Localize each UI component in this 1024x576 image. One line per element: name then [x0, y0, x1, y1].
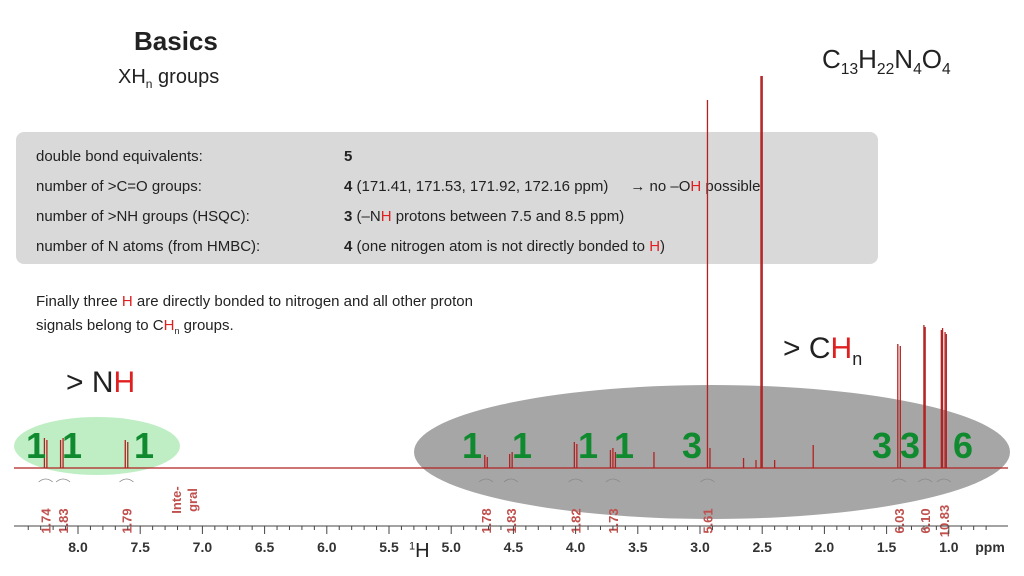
proton-count: 1 [512, 425, 533, 466]
axis-tick-label: 5.0 [441, 539, 461, 555]
axis-tick-label: 2.5 [752, 539, 772, 555]
page-title: Basics [134, 26, 218, 56]
integral-bracket [891, 478, 907, 483]
integral-value: 1.83 [56, 508, 71, 533]
proton-count: 3 [872, 425, 893, 466]
integral-value: 6.03 [892, 508, 907, 533]
axis-tick-label: 6.0 [317, 539, 337, 555]
integral-bracket [700, 478, 715, 483]
integral-value: 1.82 [569, 508, 584, 533]
integral-value: 1.79 [120, 508, 135, 533]
integral-value: 1.74 [39, 508, 54, 534]
proton-count: 1 [462, 425, 483, 466]
spectrum-trace [14, 76, 1008, 469]
axis-tick-label: 1.5 [877, 539, 897, 555]
integral-header-2: gral [185, 488, 200, 512]
axis-unit: ppm [975, 539, 1005, 555]
proton-count: 1 [614, 425, 635, 466]
integral-value: 6.10 [918, 508, 933, 533]
integral-bracket [605, 478, 621, 483]
axis-tick-label: 5.5 [379, 539, 399, 555]
proton-count: 6 [953, 425, 974, 466]
integral-value: 1.73 [606, 508, 621, 533]
proton-count: 1 [134, 425, 155, 466]
integral-bracket [119, 478, 134, 483]
molecular-formula: C13H22N4O4 [822, 44, 951, 79]
info-box: double bond equivalents: 5 number of >C=… [16, 132, 878, 264]
info-row-dbe: double bond equivalents: 5 [36, 148, 353, 165]
axis-tick-label: 1.0 [939, 539, 959, 555]
integral-value: 1.83 [504, 508, 519, 533]
proton-count: 1 [62, 425, 83, 466]
axis-tick-label: 4.5 [504, 539, 524, 555]
integral-bracket [936, 478, 952, 483]
integral-value: 1.78 [479, 508, 494, 533]
axis-tick-label: 7.0 [193, 539, 213, 555]
integral-bracket [478, 478, 494, 483]
axis-tick-label: 6.5 [255, 539, 275, 555]
integral-bracket [568, 478, 583, 483]
axis-tick-label: 8.0 [68, 539, 88, 555]
axis-tick-label: 7.5 [130, 539, 150, 555]
integral-bracket [38, 478, 53, 483]
nh-label: > NH [66, 366, 136, 399]
ch-region-highlight [414, 385, 1010, 519]
axis-tick-label: 4.0 [566, 539, 586, 555]
axis-tick-label: 3.5 [628, 539, 648, 555]
conclusion-note: Finally three H are directly bonded to n… [36, 293, 473, 336]
info-row-nh-groups: number of >NH groups (HSQC): 3 (–NH prot… [36, 208, 625, 225]
proton-count: 1 [578, 425, 599, 466]
proton-count: 3 [682, 425, 703, 466]
page-subtitle: XHn groups [118, 66, 220, 91]
nucleus-label: 1H [409, 540, 430, 562]
axis-tick-label: 3.0 [690, 539, 710, 555]
chn-label: > CHn [783, 332, 863, 369]
info-row-carbonyl: number of >C=O groups: 4 (171.41, 171.53… [36, 178, 761, 195]
integral-bracket [917, 478, 933, 483]
proton-count: 3 [900, 425, 921, 466]
integral-bracket [55, 478, 71, 483]
integral-bracket [503, 478, 519, 483]
nh-region-highlight [14, 417, 180, 475]
integral-value: 10.83 [937, 505, 952, 538]
integral-header-1: Inte- [169, 486, 184, 513]
axis-tick-label: 2.0 [815, 539, 835, 555]
proton-count: 1 [26, 425, 47, 466]
integral-labels: 1.74 1.83 1.79 1.78 1.83 1.82 1.73 5.61 6.03 6.10… [38, 478, 952, 538]
info-row-n-atoms: number of N atoms (from HMBC): 4 (one ni… [36, 238, 666, 255]
integral-value: 5.61 [700, 508, 715, 533]
ppm-axis: 8.0 7.5 7.0 6.5 6.0 5.5 5.0 4.5 4.0 3.5 3.0 2.5 2.0 1… [14, 525, 1008, 555]
